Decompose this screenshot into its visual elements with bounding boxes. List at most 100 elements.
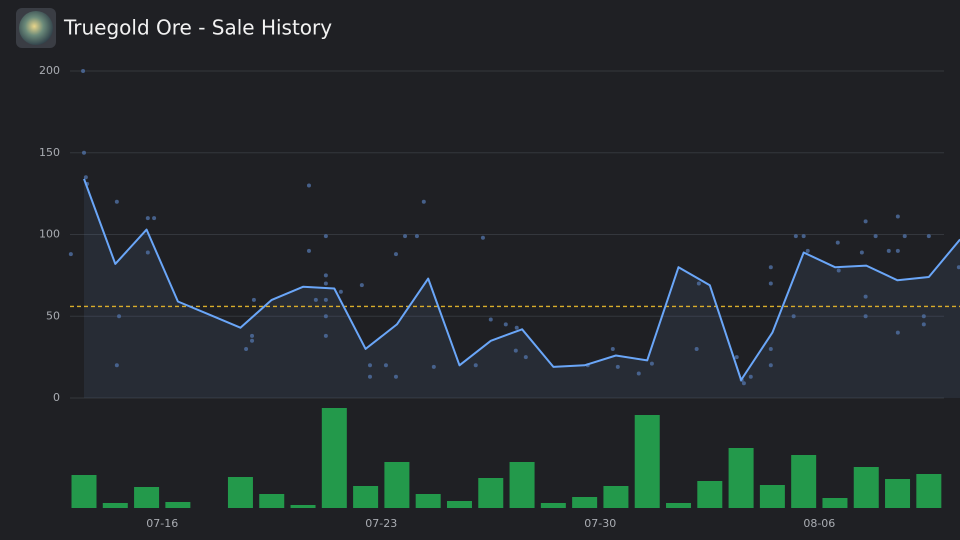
volume-bar xyxy=(353,486,379,508)
sale-point xyxy=(431,364,436,369)
sale-point xyxy=(306,248,311,253)
price-area xyxy=(84,178,960,398)
x-tick-label: 07-16 xyxy=(146,517,178,530)
sale-point xyxy=(836,268,841,273)
sale-point xyxy=(503,322,508,327)
volume-bar xyxy=(259,494,285,508)
sale-point xyxy=(117,314,122,319)
y-tick-label: 50 xyxy=(46,309,60,322)
sale-point xyxy=(859,250,864,255)
y-tick-label: 200 xyxy=(39,64,60,77)
volume-bar xyxy=(697,481,723,508)
price-line xyxy=(83,178,960,381)
sale-point xyxy=(768,363,773,368)
sale-point xyxy=(748,374,753,379)
sale-point xyxy=(251,297,256,302)
sale-point xyxy=(421,199,426,204)
sale-point xyxy=(82,150,86,155)
sale-point xyxy=(152,216,157,221)
sale-point xyxy=(145,216,150,221)
sale-point xyxy=(323,297,328,302)
sale-point xyxy=(863,294,868,299)
sale-point xyxy=(895,330,900,335)
sale-point xyxy=(323,314,328,319)
sale-point xyxy=(393,252,398,257)
plot xyxy=(68,69,960,508)
volume-bar xyxy=(822,498,848,508)
sale-point xyxy=(791,314,796,319)
sale-point xyxy=(956,265,960,270)
volume-bar xyxy=(509,462,535,508)
volume-bar xyxy=(853,467,879,508)
sale-point xyxy=(805,248,810,253)
sale-point xyxy=(610,346,615,351)
volume-bar xyxy=(321,408,347,508)
volume-bar xyxy=(134,487,160,508)
sale-point xyxy=(338,289,343,294)
sale-point xyxy=(696,281,701,286)
sale-point xyxy=(488,317,493,322)
sale-point xyxy=(873,234,878,239)
y-tick-label: 150 xyxy=(39,146,60,159)
volume-bar xyxy=(759,485,785,508)
sale-point xyxy=(768,265,773,270)
sale-point xyxy=(863,314,868,319)
volume-bar xyxy=(415,494,441,508)
sale-point xyxy=(414,234,419,239)
volume-bar xyxy=(290,505,316,508)
sale-point xyxy=(323,234,328,239)
item-icon xyxy=(19,11,53,45)
sale-point xyxy=(793,234,798,239)
volume-bar xyxy=(446,501,472,508)
sale-point xyxy=(114,199,119,204)
sale-point xyxy=(921,322,926,327)
volume-bar xyxy=(102,503,128,508)
sale-point xyxy=(393,374,398,379)
sale-point xyxy=(615,364,620,369)
sale-point xyxy=(636,371,641,376)
sale-point xyxy=(926,234,931,239)
sale-point xyxy=(649,361,654,366)
sale-point xyxy=(145,250,150,255)
volume-bar xyxy=(384,462,410,508)
sale-point xyxy=(313,297,318,302)
y-tick-label: 0 xyxy=(53,391,60,404)
sale-point xyxy=(886,248,891,253)
sale-point xyxy=(835,240,840,245)
sale-point xyxy=(306,183,311,188)
sale-point xyxy=(367,363,372,368)
sale-point xyxy=(323,281,328,286)
sale-point xyxy=(473,363,478,368)
sale-point xyxy=(323,273,328,278)
x-tick-label: 07-23 xyxy=(365,517,397,530)
sale-point xyxy=(734,355,739,360)
sale-point xyxy=(741,381,746,386)
sale-point xyxy=(895,214,900,219)
volume-bar xyxy=(540,503,566,508)
volume-bar xyxy=(666,503,692,508)
sale-point xyxy=(359,283,364,288)
volume-bar xyxy=(603,486,629,508)
sale-point xyxy=(244,346,249,351)
sale-point xyxy=(801,234,806,239)
sale-point xyxy=(323,333,328,338)
volume-bar xyxy=(478,478,504,508)
sale-point xyxy=(514,325,519,330)
sale-point xyxy=(114,363,119,368)
volume-bar xyxy=(165,502,191,508)
sale-point xyxy=(480,235,485,240)
volume-bar xyxy=(791,455,817,508)
volume-bar xyxy=(71,475,97,508)
volume-bar xyxy=(572,497,598,508)
sale-point xyxy=(83,175,88,180)
y-tick-label: 100 xyxy=(39,228,60,241)
sale-point xyxy=(694,346,699,351)
sale-point xyxy=(383,363,388,368)
x-tick-label: 07-30 xyxy=(584,517,616,530)
x-tick-label: 08-06 xyxy=(803,517,835,530)
sale-point xyxy=(895,248,900,253)
sale-point xyxy=(367,374,372,379)
volume-bar xyxy=(634,415,660,508)
